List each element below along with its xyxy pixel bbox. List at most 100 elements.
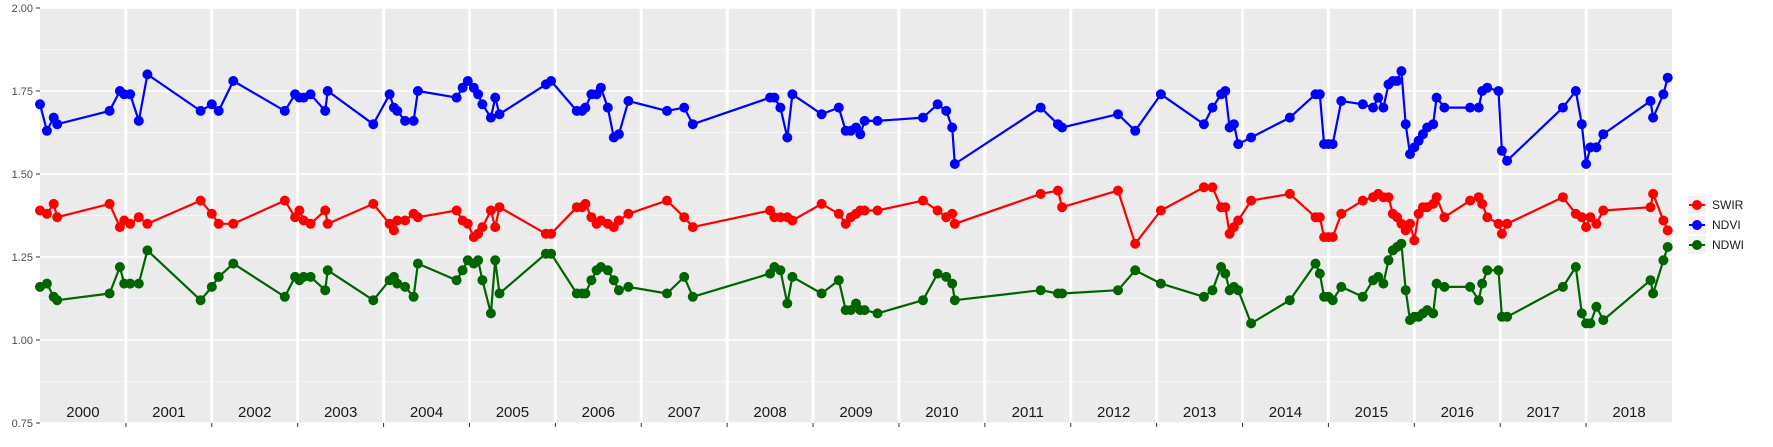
legend: SWIR NDVI NDWI: [1688, 196, 1744, 254]
data-point: [1482, 265, 1493, 276]
data-point: [1581, 222, 1592, 233]
data-point: [1220, 86, 1231, 96]
data-point: [872, 115, 883, 126]
data-point: [1336, 96, 1347, 106]
data-point: [1431, 192, 1442, 203]
data-point: [1052, 185, 1063, 196]
data-point: [859, 305, 870, 316]
data-point: [1598, 315, 1609, 326]
data-point: [412, 86, 423, 96]
data-point: [623, 281, 634, 292]
data-point: [546, 228, 557, 239]
y-axis: 0.75 1.00 1.25 1.50 1.75 2.00: [12, 3, 1587, 430]
data-point: [679, 271, 690, 282]
year-label: 2000: [66, 404, 99, 421]
data-point: [1336, 208, 1347, 219]
data-point: [473, 89, 484, 100]
y-tick-label: 0.75: [12, 418, 33, 430]
data-point: [228, 258, 239, 269]
data-point: [775, 212, 786, 223]
data-point: [1155, 205, 1166, 216]
data-point: [1557, 192, 1568, 203]
data-point: [485, 205, 496, 216]
data-point: [1405, 218, 1415, 229]
data-point: [298, 271, 309, 282]
data-point: [305, 218, 316, 229]
data-point: [1585, 318, 1596, 329]
data-point: [206, 208, 217, 219]
year-label: 2003: [324, 404, 357, 421]
data-point: [1496, 145, 1507, 156]
data-point: [1035, 285, 1046, 296]
data-point: [392, 278, 403, 289]
data-point: [941, 271, 952, 282]
data-point: [1207, 102, 1218, 113]
year-label: 2014: [1269, 404, 1302, 421]
data-point: [305, 89, 316, 100]
data-point: [125, 218, 136, 229]
data-point: [1113, 109, 1123, 120]
data-point: [623, 96, 634, 106]
series-ndwi: [35, 238, 1673, 329]
data-point: [1130, 125, 1141, 136]
data-point: [775, 265, 786, 276]
data-point: [679, 212, 690, 223]
data-point: [687, 119, 698, 130]
data-point: [1396, 66, 1407, 77]
data-point: [195, 105, 206, 116]
data-point: [1130, 265, 1141, 276]
year-labels: 2000 2001 2002 2003 2004 2005 2006 2007 2008 2009…: [66, 404, 1645, 421]
data-point: [322, 218, 333, 229]
data-point: [1409, 235, 1420, 246]
data-point: [1327, 139, 1338, 150]
data-point: [462, 76, 473, 86]
data-point: [490, 255, 501, 266]
data-point: [546, 248, 557, 259]
data-point: [1658, 215, 1669, 226]
data-point: [1198, 182, 1209, 193]
legend-item-ndvi: NDVI: [1688, 216, 1741, 234]
data-point: [1233, 285, 1244, 296]
data-point: [1057, 202, 1068, 213]
data-point: [52, 212, 63, 223]
data-point: [1233, 139, 1244, 150]
series-ndvi: [35, 66, 1673, 169]
data-point: [133, 212, 144, 223]
data-point: [400, 281, 411, 292]
data-point: [494, 202, 505, 213]
data-point: [769, 92, 780, 103]
data-point: [816, 198, 827, 209]
data-point: [586, 275, 597, 286]
data-point: [1428, 308, 1439, 319]
data-point: [787, 89, 798, 100]
year-label: 2002: [238, 404, 271, 421]
data-point: [613, 215, 624, 226]
year-label: 2012: [1097, 404, 1130, 421]
data-point: [787, 271, 798, 282]
data-point: [1557, 102, 1568, 113]
data-point: [1648, 188, 1659, 199]
data-point: [400, 115, 411, 126]
data-point: [462, 218, 473, 229]
data-point: [1482, 82, 1493, 93]
data-point: [125, 278, 136, 289]
data-point: [662, 195, 672, 206]
data-point: [602, 265, 613, 276]
data-point: [1662, 242, 1673, 252]
data-point: [1400, 119, 1411, 130]
data-point: [320, 285, 331, 296]
data-point: [1373, 92, 1384, 103]
legend-item-ndwi: NDWI: [1688, 236, 1744, 254]
data-point: [1378, 102, 1389, 113]
data-point: [932, 205, 943, 216]
data-point: [580, 102, 591, 113]
data-point: [1035, 102, 1046, 113]
data-point: [1493, 218, 1504, 229]
year-label: 2001: [152, 404, 185, 421]
data-point: [1246, 318, 1257, 329]
data-point: [104, 288, 115, 299]
data-point: [833, 102, 844, 113]
data-point: [1477, 278, 1488, 289]
year-label: 2013: [1183, 404, 1216, 421]
data-point: [1357, 291, 1368, 302]
